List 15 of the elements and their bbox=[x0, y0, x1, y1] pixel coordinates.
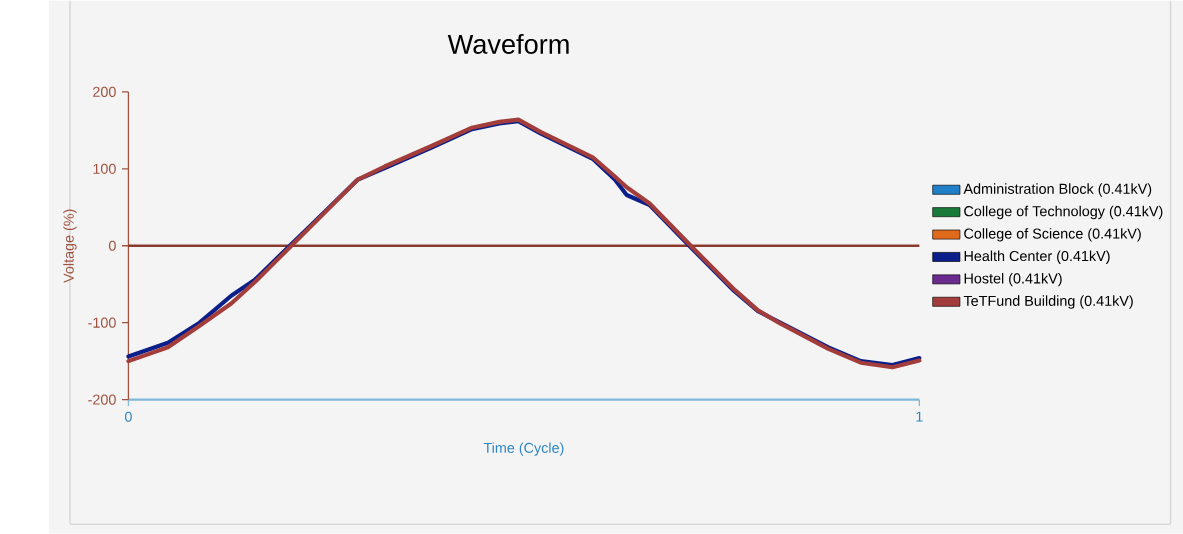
legend-label: Health Center (0.41kV) bbox=[964, 250, 1110, 265]
legend-label: College of Technology (0.41kV) bbox=[964, 205, 1163, 220]
y-axis-title: Voltage (%) bbox=[63, 209, 77, 283]
y-tick-label: -100 bbox=[88, 317, 116, 328]
y-tick-label: -200 bbox=[88, 394, 116, 405]
legend-label: Hostel (0.41kV) bbox=[964, 273, 1062, 287]
y-tick-label: 0 bbox=[108, 240, 116, 251]
y-tick-label: 100 bbox=[93, 163, 116, 174]
x-axis-title: Time (Cycle) bbox=[483, 442, 564, 456]
chart-title: Waveform bbox=[447, 34, 569, 54]
legend-label: Administration Block (0.41kV) bbox=[963, 183, 1152, 197]
legend-label: TeTFund Building (0.41kV) bbox=[963, 295, 1133, 309]
x-tick-label: 1 bbox=[916, 411, 923, 422]
legend-label: College of Science (0.41kV) bbox=[964, 228, 1141, 242]
y-tick-label: 200 bbox=[93, 86, 116, 98]
